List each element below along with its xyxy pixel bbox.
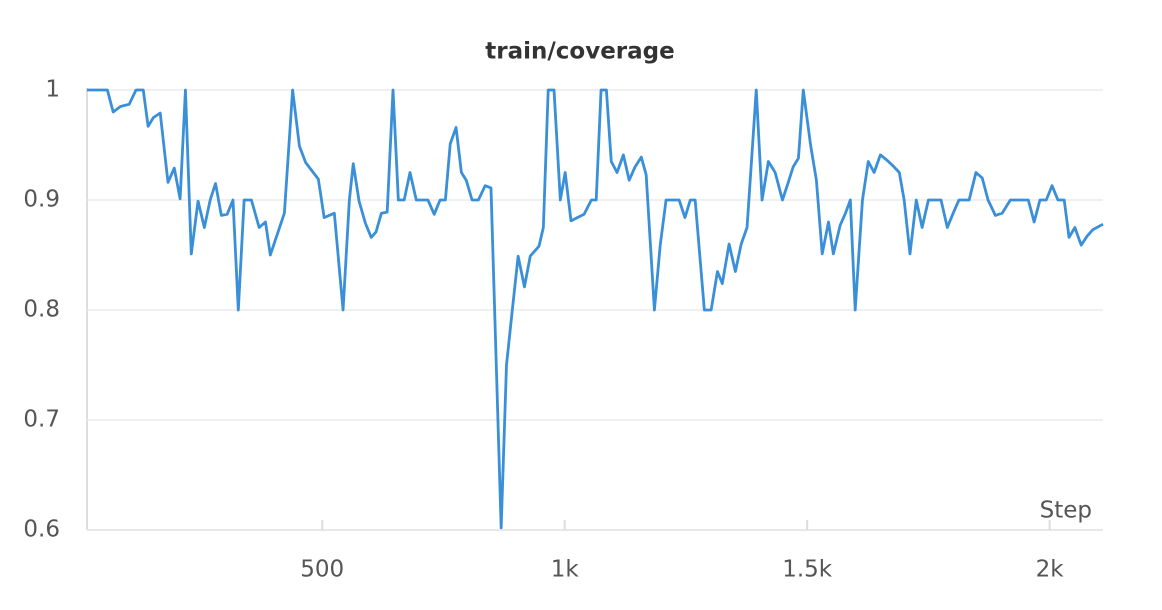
x-tick-label: 1.5k xyxy=(782,557,833,583)
x-tick-label: 2k xyxy=(1036,557,1065,583)
x-tick-label: 1k xyxy=(551,557,580,583)
y-tick-label: 0.7 xyxy=(23,407,60,433)
x-axis-label: Step xyxy=(1040,498,1092,524)
data-line xyxy=(87,88,1104,530)
y-tick-label: 0.6 xyxy=(23,517,60,543)
chart-title: train/coverage xyxy=(485,39,674,65)
y-tick-label: 0.9 xyxy=(23,187,60,213)
y-tick-label: 1 xyxy=(45,77,60,103)
x-tick-label: 500 xyxy=(300,557,344,583)
y-tick-label: 0.8 xyxy=(23,297,60,323)
